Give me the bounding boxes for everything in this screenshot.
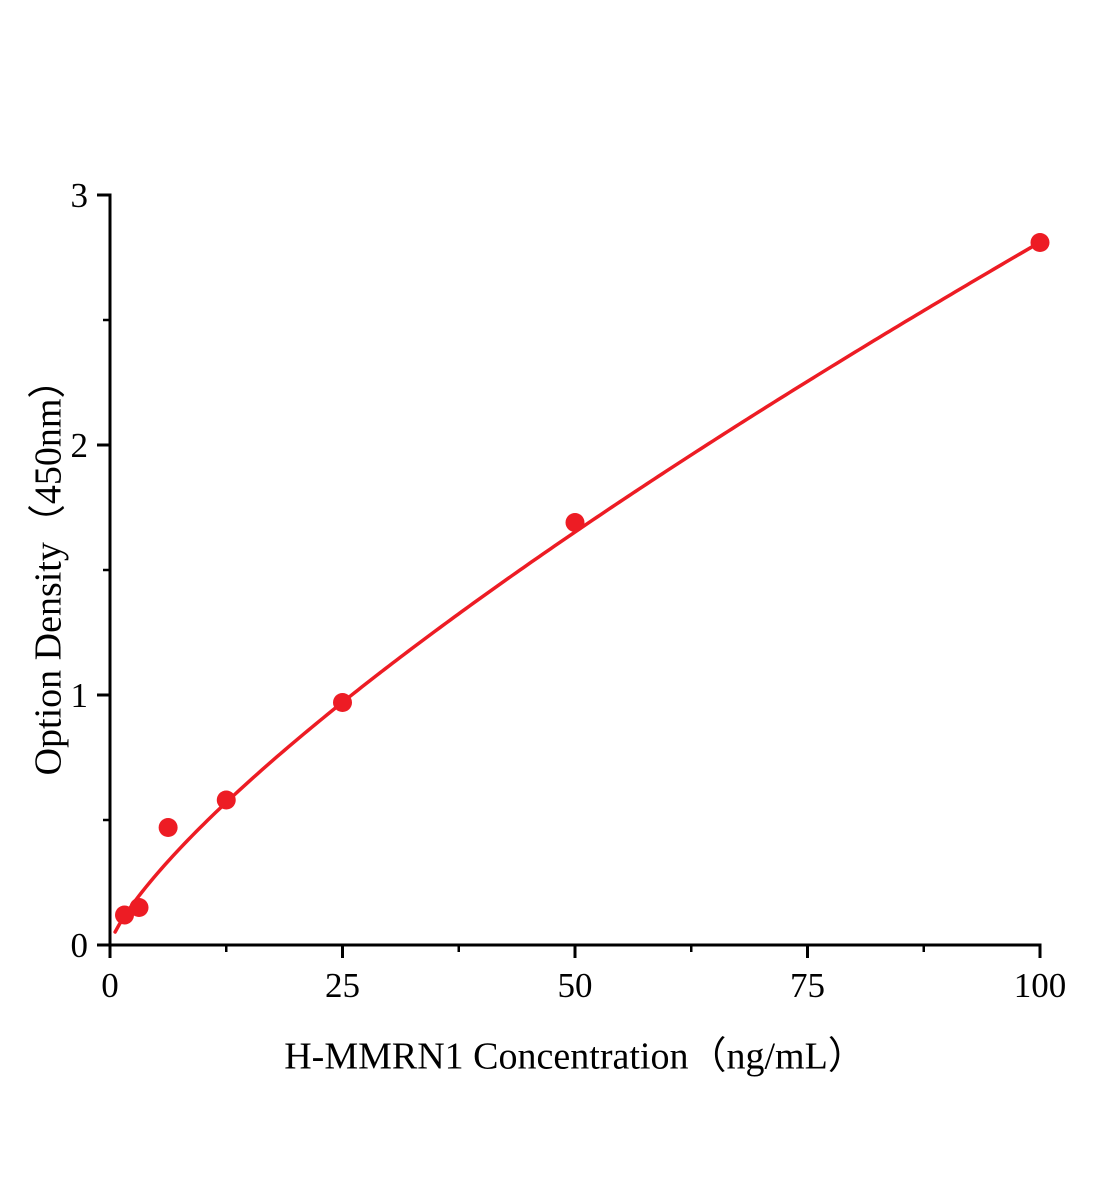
- data-point: [333, 693, 352, 712]
- data-point: [129, 898, 149, 917]
- y-tick-label: 2: [71, 426, 89, 465]
- y-axis-title: Option Density（450nm）: [27, 360, 70, 776]
- x-tick-label: 0: [101, 966, 119, 1005]
- x-tick-label: 50: [558, 966, 593, 1005]
- y-tick-label: 1: [71, 676, 89, 715]
- data-point: [565, 513, 585, 532]
- y-tick-label: 3: [71, 176, 89, 215]
- y-tick-label: 0: [71, 926, 89, 965]
- data-point: [158, 818, 178, 837]
- data-point: [1030, 233, 1050, 252]
- x-tick-label: 25: [325, 966, 360, 1005]
- x-tick-label: 75: [790, 966, 825, 1005]
- x-tick-label: 100: [1014, 966, 1067, 1005]
- data-point: [216, 790, 236, 810]
- data-point: [115, 905, 135, 925]
- x-axis-title: H-MMRN1 Concentration（ng/mL）: [284, 1035, 866, 1078]
- fit-curve: [113, 240, 1042, 934]
